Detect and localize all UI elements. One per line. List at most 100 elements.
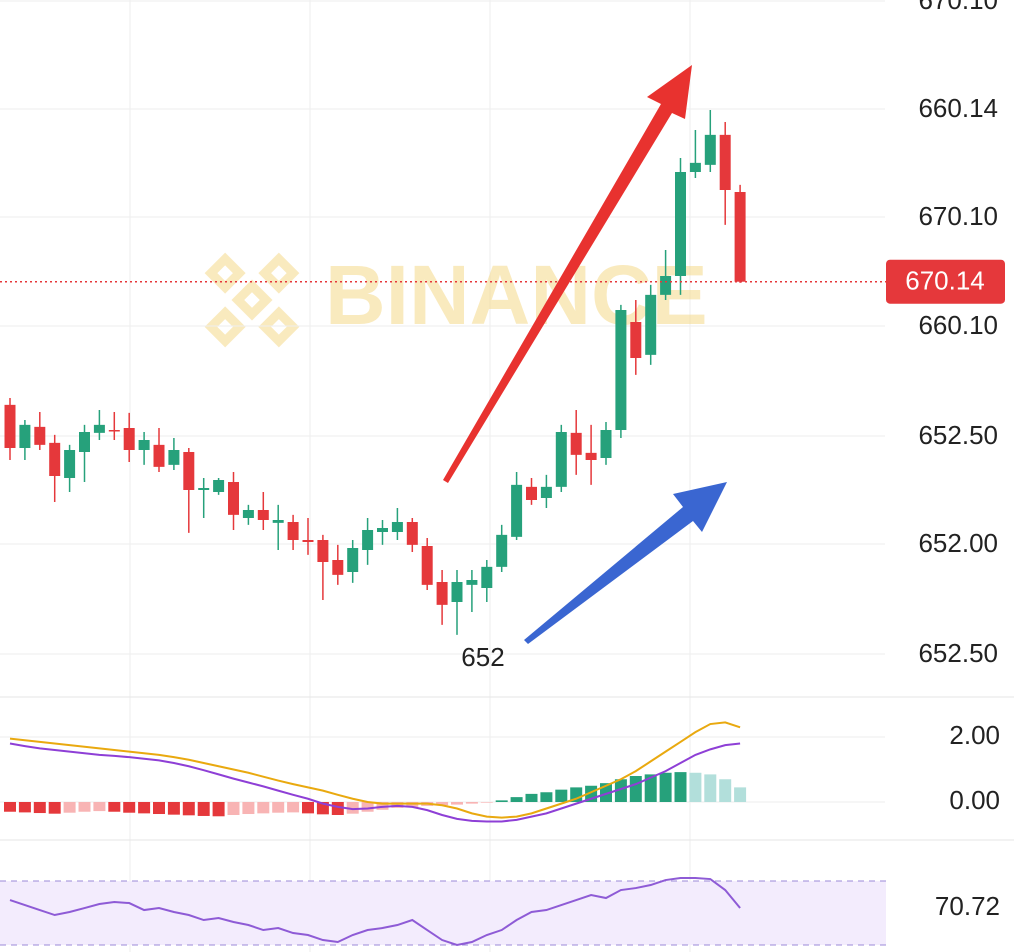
- candle-body: [466, 580, 478, 585]
- candle-body: [228, 482, 239, 515]
- candle-body: [4, 404, 16, 448]
- candle-body: [347, 548, 359, 572]
- histogram-bar: [361, 801, 374, 812]
- candle-body: [362, 530, 374, 550]
- y-axis-label: 660.14: [918, 93, 998, 123]
- rsi-band: [0, 881, 886, 946]
- histogram-bar: [287, 801, 300, 813]
- candle-body: [704, 134, 716, 165]
- watermark: BINANCE: [204, 248, 708, 348]
- candle-body: [406, 522, 418, 545]
- candle-body: [496, 534, 508, 567]
- red-arrow: [443, 65, 692, 483]
- candle-body: [272, 520, 284, 523]
- histogram-bar: [659, 772, 672, 802]
- histogram-bar: [212, 801, 225, 817]
- candle-body: [540, 486, 552, 498]
- candle-body: [436, 582, 448, 605]
- candle-body: [242, 510, 254, 518]
- candle-body: [421, 546, 433, 585]
- histogram-bar: [525, 793, 538, 802]
- candle-body: [153, 444, 165, 467]
- candle-body: [79, 432, 90, 452]
- candle-body: [630, 322, 642, 358]
- histogram-bar: [272, 801, 285, 813]
- candle-body: [451, 582, 463, 602]
- candle-body: [585, 452, 597, 460]
- histogram-bar: [480, 801, 493, 803]
- candle-body: [526, 486, 537, 500]
- histogram-bar: [123, 801, 136, 813]
- candle-body: [511, 484, 523, 537]
- candle-body: [198, 488, 210, 490]
- histogram-bar: [674, 772, 687, 802]
- candle-body: [615, 310, 627, 430]
- candle-body: [138, 440, 150, 450]
- histogram-bar: [93, 801, 106, 812]
- candle-body: [49, 442, 61, 476]
- candle-body: [34, 426, 46, 445]
- histogram-bar: [257, 801, 270, 814]
- rsi-label: 70.72: [935, 891, 1000, 921]
- histogram-bar: [734, 787, 747, 802]
- candle-body: [645, 294, 657, 355]
- histogram-bar: [719, 779, 732, 802]
- histogram-bar: [302, 801, 314, 814]
- candle-body: [391, 522, 403, 532]
- y-axis-label: 670.10: [918, 0, 998, 15]
- histogram-bar: [4, 801, 16, 812]
- y-axis-label: 652.50: [918, 420, 998, 450]
- candle-body: [317, 540, 329, 562]
- price-tag: [886, 259, 1005, 304]
- histogram-bar: [644, 774, 657, 802]
- candle-body: [555, 432, 567, 487]
- histogram-bar: [510, 797, 523, 802]
- candle-body: [19, 424, 31, 448]
- y-axis-label: 652.50: [918, 638, 998, 668]
- candle-body: [570, 432, 582, 455]
- blue-arrow: [524, 482, 727, 644]
- candle-body: [302, 540, 314, 542]
- histogram-bar: [63, 801, 76, 813]
- histogram-bar: [153, 801, 165, 815]
- histogram-bar: [436, 801, 449, 806]
- histogram-bar: [227, 801, 240, 815]
- candle-body: [689, 162, 701, 172]
- macd-line: [9, 742, 741, 823]
- candle-body: [257, 510, 269, 520]
- histogram-bar: [108, 801, 121, 812]
- y-tick-label: 0.00: [949, 785, 1000, 815]
- histogram-bar: [465, 801, 478, 804]
- y-axis-label: 660.10: [918, 310, 998, 340]
- y-axis-label: 670.10: [918, 201, 998, 231]
- candle-body: [123, 428, 135, 450]
- price-tag-label: 670.14: [905, 266, 985, 296]
- histogram-bar: [555, 789, 568, 802]
- candle-body: [734, 192, 746, 282]
- macd-line: [9, 721, 741, 819]
- histogram-bar: [540, 792, 553, 802]
- y-tick-label: 2.00: [949, 720, 1000, 750]
- candle-body: [93, 424, 105, 433]
- histogram-bar: [167, 801, 180, 815]
- histogram-bar: [33, 801, 46, 814]
- candle-body: [213, 480, 225, 492]
- rsi-line: [9, 877, 741, 947]
- histogram-bar: [242, 801, 255, 815]
- histogram-bar: [614, 779, 627, 802]
- candle-body: [168, 450, 180, 465]
- y-axis-label: 652.00: [918, 528, 998, 558]
- candle-body: [64, 450, 76, 478]
- histogram-bar: [629, 776, 642, 802]
- histogram-bar: [689, 772, 702, 802]
- watermark-text: BINANCE: [325, 248, 708, 342]
- candle-body: [287, 522, 299, 540]
- histogram-bar: [182, 801, 195, 816]
- histogram-bar: [704, 774, 717, 802]
- histogram-bar: [495, 800, 508, 802]
- histogram-bar: [197, 801, 210, 816]
- candle-body: [675, 172, 686, 276]
- histogram-bar: [451, 801, 463, 805]
- histogram-bar: [138, 801, 151, 814]
